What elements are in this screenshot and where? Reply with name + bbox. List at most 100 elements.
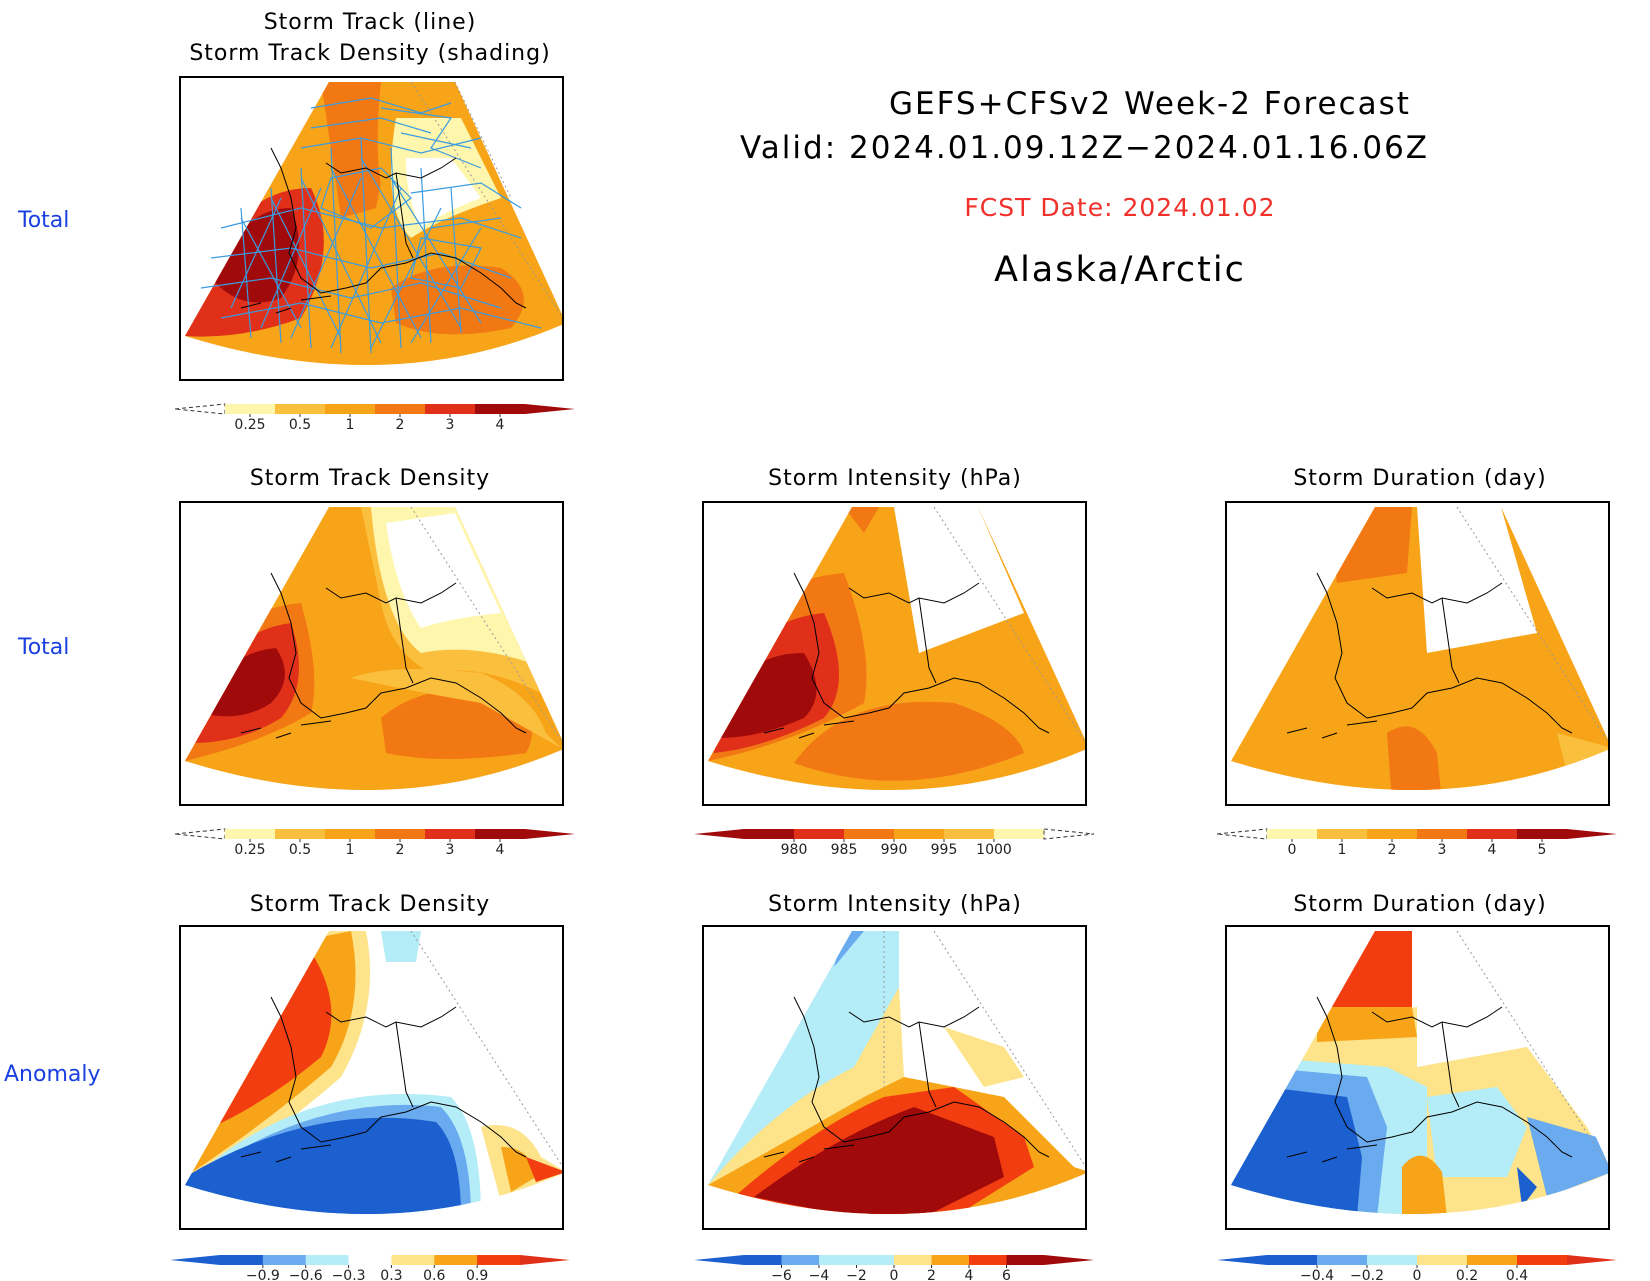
colorbar-segment	[744, 829, 795, 839]
colorbar-segment	[1267, 1255, 1318, 1265]
coastline	[1286, 572, 1573, 739]
map-panel-intensity-total	[702, 501, 1087, 806]
panel-title-storm-track-line: Storm Track (line)	[263, 10, 477, 35]
colorbar-under-arrow	[170, 1255, 220, 1265]
colorbar-segment	[348, 1255, 392, 1265]
coastline	[763, 996, 1050, 1163]
colorbar-under-arrow	[174, 403, 226, 415]
map-panel-duration-anomaly	[1225, 925, 1610, 1230]
map-panel-density-total	[179, 501, 564, 806]
colorbar-segment	[325, 829, 376, 839]
colorbar-tick-label: 1	[346, 417, 355, 433]
colorbar-segment	[305, 1255, 350, 1265]
panel-title-storm-track-shading: Storm Track Density (shading)	[189, 41, 551, 66]
colorbar-segment	[1367, 1255, 1418, 1265]
panel-title-intensity-total: Storm Intensity (hPa)	[768, 466, 1022, 491]
colorbar-over-arrow	[1567, 829, 1617, 839]
colorbar-duration-total: 0 1 2 3 4 5	[1216, 827, 1617, 858]
colorbar-tick-label: 3	[446, 842, 455, 858]
panel-title-duration-total: Storm Duration (day)	[1293, 466, 1547, 491]
colorbar-segment	[856, 1255, 895, 1265]
map-panel-duration-total	[1225, 501, 1610, 806]
colorbar-segment	[1367, 829, 1418, 839]
colorbar-density-total: 0.25 0.5 1 2 3 4	[174, 827, 575, 858]
colorbar-segment	[1517, 829, 1568, 839]
colorbar-segment	[225, 404, 276, 414]
valid-range: Valid: 2024.01.09.12Z−2024.01.16.06Z	[740, 130, 1430, 166]
colorbar-segment	[477, 1255, 521, 1265]
colorbar-segment	[1317, 1255, 1368, 1265]
colorbar-tick-label: 995	[931, 842, 958, 858]
colorbar-segment	[375, 404, 426, 414]
colorbar-segment	[844, 829, 895, 839]
colorbar-under-arrow	[1216, 828, 1268, 840]
colorbar-tick-label: 5	[1538, 842, 1547, 858]
region-name: Alaska/Arctic	[994, 250, 1246, 290]
colorbar-tick-label: 4	[496, 842, 505, 858]
colorbar-intensity-total: 980 985 990 995 1000	[694, 827, 1095, 858]
colorbar-segment	[1467, 1255, 1518, 1265]
panel-title-intensity-anomaly: Storm Intensity (hPa)	[768, 892, 1022, 917]
colorbar-segment	[994, 829, 1045, 839]
colorbar-over-arrow	[1044, 1255, 1094, 1265]
colorbar-segment	[220, 1255, 264, 1265]
coastline	[240, 572, 527, 739]
colorbar-segment	[475, 404, 526, 414]
colorbar-tick-label: 980	[781, 842, 808, 858]
coastline	[240, 996, 527, 1163]
colorbar-segment	[375, 829, 426, 839]
colorbar-duration-anomaly: −0.4 −0.2 0 0.2 0.4	[1217, 1253, 1617, 1281]
colorbar-tick-label: 0.25	[234, 417, 265, 433]
colorbar-intensity-anomaly: −6 −4 −2 0 2 4 6	[694, 1253, 1094, 1281]
colorbar-segment	[1267, 829, 1318, 839]
panel-title-density-anomaly: Storm Track Density	[249, 892, 491, 917]
colorbar-density-anomaly: −0.9 −0.6 −0.3 0.3 0.6 0.9	[170, 1253, 570, 1281]
map-panel-storm-track	[179, 76, 564, 381]
colorbar-segment	[794, 829, 845, 839]
colorbar-tick-label: 985	[831, 842, 858, 858]
colorbar-segment	[781, 1255, 820, 1265]
colorbar-segment	[275, 404, 326, 414]
colorbar-tick-label: 4	[1488, 842, 1497, 858]
colorbar-segment	[475, 829, 526, 839]
colorbar-segment	[325, 404, 376, 414]
colorbar-tick-label: 3	[1438, 842, 1447, 858]
colorbar-tick-label: 2	[396, 417, 405, 433]
colorbar-tick-label: 2	[396, 842, 405, 858]
forecast-date: FCST Date: 2024.01.02	[964, 193, 1276, 222]
colorbar-segment	[894, 1255, 932, 1265]
colorbar-segment	[931, 1255, 970, 1265]
colorbar-segment	[894, 829, 945, 839]
colorbar-segment	[225, 829, 276, 839]
colorbar-segment	[969, 1255, 1007, 1265]
colorbar-tick-label: 0.5	[289, 842, 311, 858]
colorbar-tick-label: 1	[346, 842, 355, 858]
colorbar-over-arrow	[1043, 828, 1095, 840]
colorbar-tick-label: 1000	[976, 842, 1012, 858]
colorbar-segment	[1317, 829, 1368, 839]
colorbar-under-arrow	[694, 1255, 744, 1265]
colorbar-tick-label: 2	[1388, 842, 1397, 858]
colorbar-tick-label: 990	[881, 842, 908, 858]
colorbar-segment	[1417, 829, 1468, 839]
colorbar-tick-label: 0	[1288, 842, 1297, 858]
coastline	[1286, 996, 1573, 1163]
map-panel-density-anomaly	[179, 925, 564, 1230]
colorbar-under-arrow	[174, 828, 226, 840]
colorbar-segment	[1006, 1255, 1045, 1265]
colorbar-segment	[944, 829, 995, 839]
colorbar-segment	[262, 1255, 307, 1265]
colorbar-tick-label: 4	[496, 417, 505, 433]
colorbar-over-arrow	[1567, 1255, 1617, 1265]
forecast-title: GEFS+CFSv2 Week-2 Forecast	[889, 86, 1411, 122]
colorbar-tick-label: 1	[1338, 842, 1347, 858]
panel-title-duration-anomaly: Storm Duration (day)	[1293, 892, 1547, 917]
colorbar-segment	[1417, 1255, 1468, 1265]
colorbar-tick-label: 0.25	[234, 842, 265, 858]
colorbar-tick-label: 3	[446, 417, 455, 433]
colorbar-segment	[425, 829, 476, 839]
colorbar-density-top: 0.25 0.5 1 2 3 4	[174, 402, 575, 433]
panel-title-density-total: Storm Track Density	[249, 466, 491, 491]
row-label-total-1: Total	[18, 208, 70, 233]
colorbar-segment	[425, 404, 476, 414]
